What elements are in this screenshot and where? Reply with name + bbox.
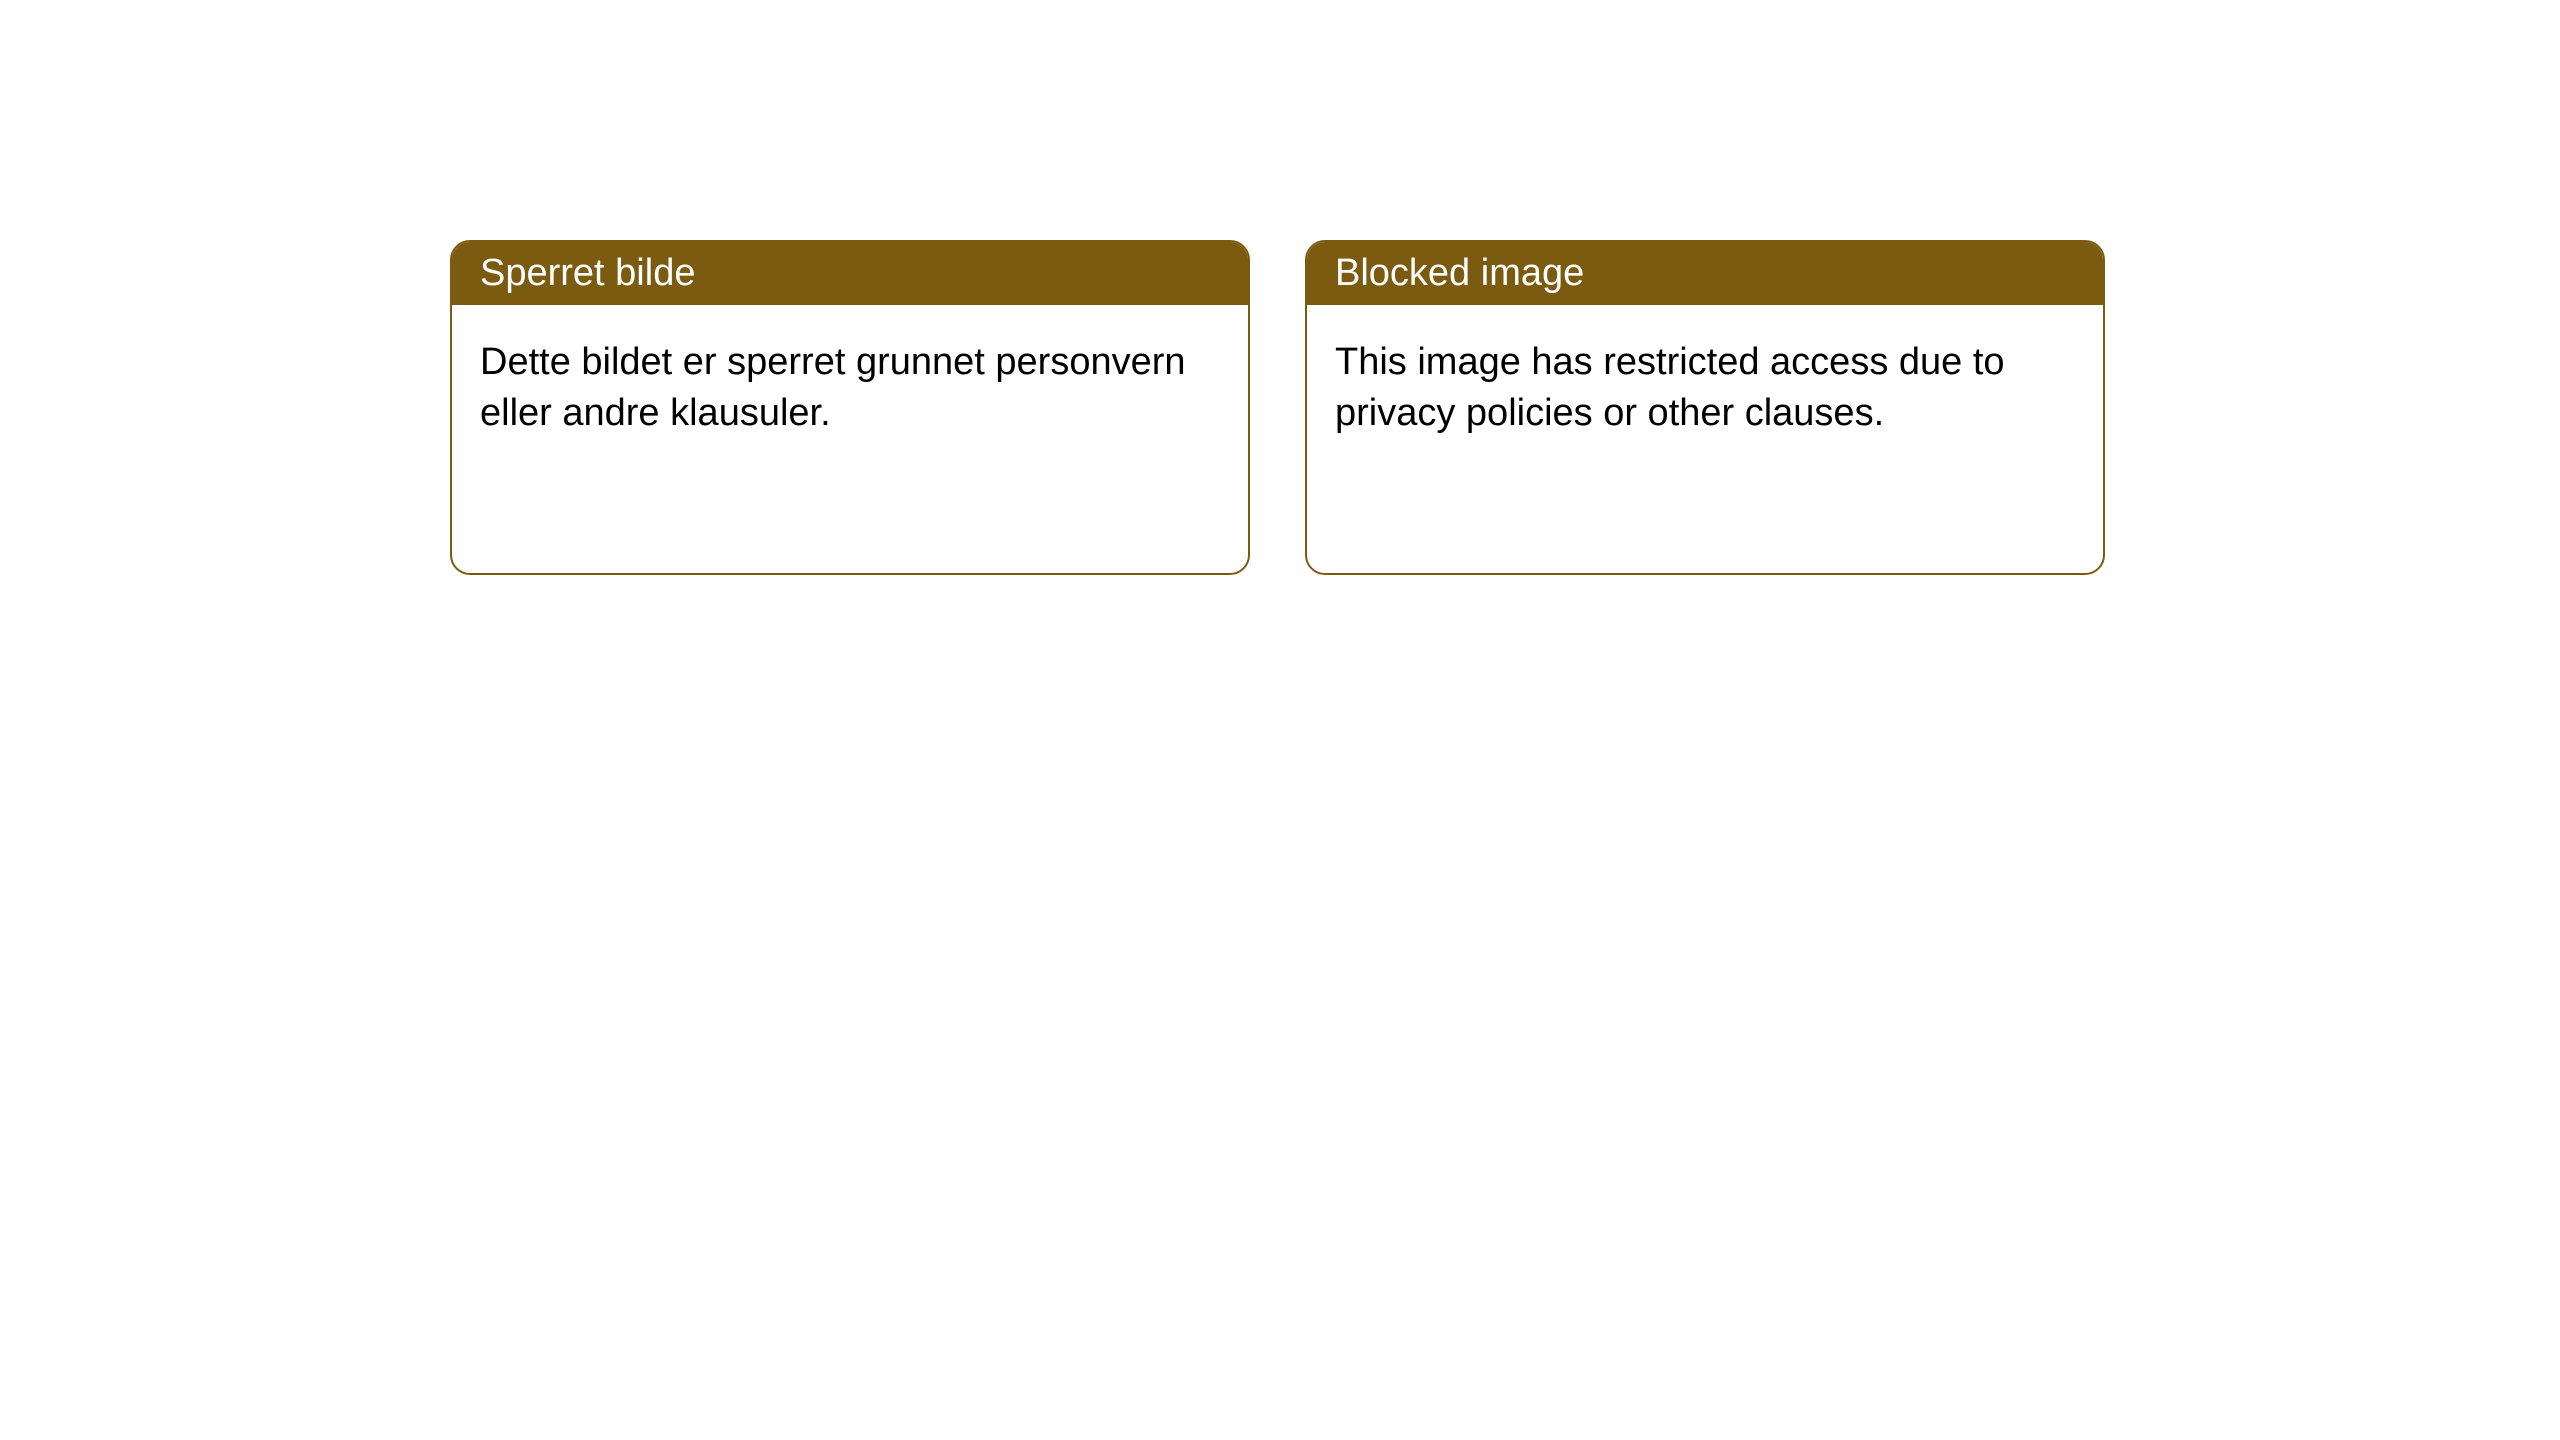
card-body: Dette bildet er sperret grunnet personve…: [452, 305, 1248, 472]
notice-cards-container: Sperret bilde Dette bildet er sperret gr…: [450, 240, 2105, 575]
card-body: This image has restricted access due to …: [1307, 305, 2103, 472]
card-title: Sperret bilde: [452, 242, 1248, 305]
card-title: Blocked image: [1307, 242, 2103, 305]
notice-card-norwegian: Sperret bilde Dette bildet er sperret gr…: [450, 240, 1250, 575]
notice-card-english: Blocked image This image has restricted …: [1305, 240, 2105, 575]
